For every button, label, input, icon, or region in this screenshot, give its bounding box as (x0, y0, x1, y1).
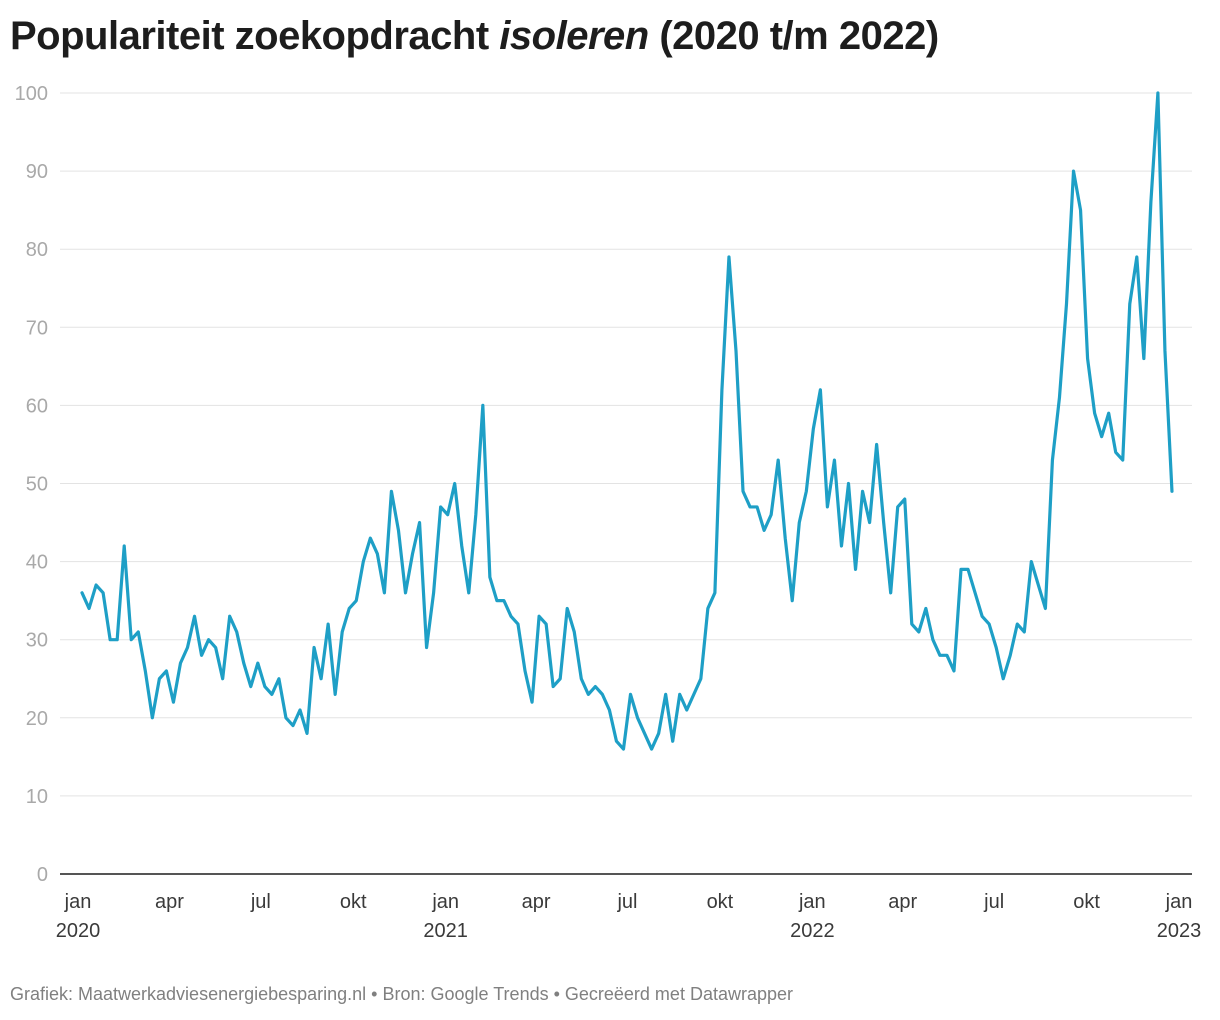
x-tick-label: jan (798, 891, 826, 913)
x-tick-year-label: 2021 (423, 920, 468, 942)
y-tick-label-10: 10 (26, 786, 48, 808)
x-tick-label: apr (888, 891, 917, 913)
y-tick-label-80: 80 (26, 239, 48, 261)
y-tick-label-0: 0 (37, 864, 48, 886)
x-axis-ticks: jan 2020 apr jul okt jan 2021 apr jul okt jan 2022 a… (56, 891, 1202, 942)
title-emphasis: isoleren (499, 14, 649, 58)
y-tick-label-100: 100 (15, 83, 48, 105)
x-tick-label: okt (340, 891, 367, 913)
y-tick-label-20: 20 (26, 708, 48, 730)
title-suffix: (2020 t/m 2022) (648, 14, 939, 58)
y-tick-label-60: 60 (26, 395, 48, 417)
x-tick-label: jul (983, 891, 1004, 913)
title-prefix: Populariteit zoekopdracht (10, 14, 500, 58)
x-tick-year-label: 2022 (790, 920, 835, 942)
x-tick-label: okt (707, 891, 734, 913)
x-tick-label: jul (616, 891, 637, 913)
y-tick-label-90: 90 (26, 161, 48, 183)
gridlines (60, 92, 1192, 875)
x-tick-year-label: 2023 (1157, 920, 1202, 942)
chart-title: Populariteit zoekopdracht isoleren (2020… (10, 14, 939, 59)
x-tick-year-label: 2020 (56, 920, 101, 942)
y-tick-label-50: 50 (26, 474, 48, 496)
y-tick-label-40: 40 (26, 552, 48, 574)
series (80, 91, 1174, 751)
y-axis-ticks: 0 10 20 30 40 50 60 70 80 90 100 (15, 83, 48, 886)
y-tick-label-30: 30 (26, 630, 48, 652)
x-tick-label: jan (1165, 891, 1193, 913)
x-tick-label: okt (1073, 891, 1100, 913)
x-tick-label: jan (431, 891, 459, 913)
x-tick-label: jul (250, 891, 271, 913)
series-line (80, 91, 1174, 751)
x-tick-label: apr (155, 891, 184, 913)
x-tick-label: jan (64, 891, 92, 913)
x-tick-label: apr (522, 891, 551, 913)
chart-footer: Grafiek: Maatwerkadviesenergiebesparing.… (10, 984, 793, 1004)
y-tick-label-70: 70 (26, 317, 48, 339)
